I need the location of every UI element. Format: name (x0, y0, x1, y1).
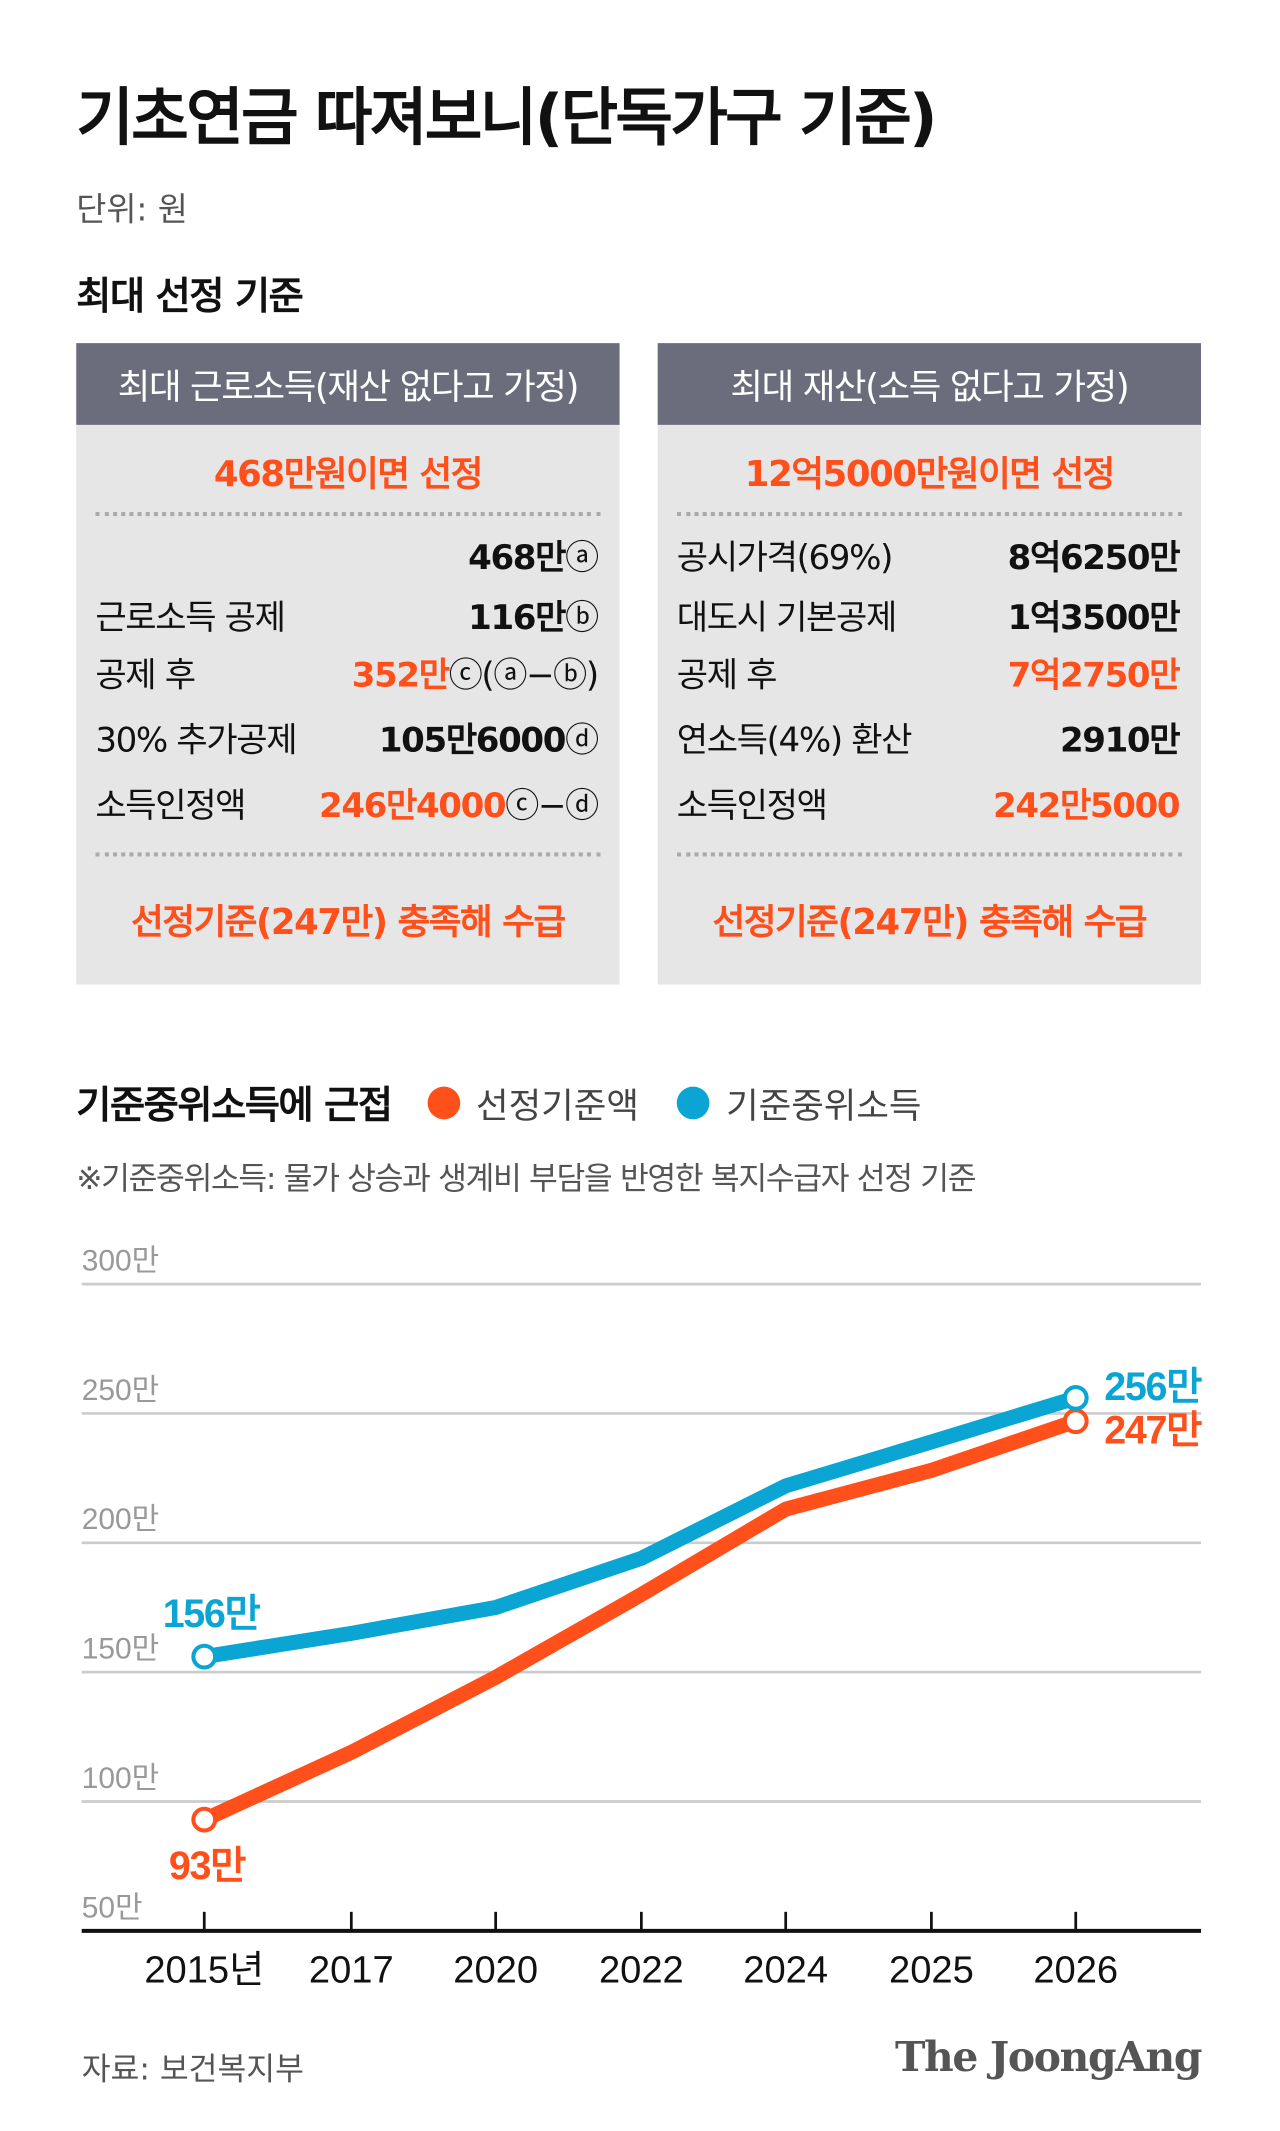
divider (95, 511, 601, 517)
row-label: 공시가격(69%) (676, 537, 894, 578)
row-note: ⓑ (565, 597, 599, 638)
row-value: 468만 (468, 537, 566, 578)
income-box-summary: 468만원이면 선정 (213, 454, 483, 496)
series-line-0 (201, 1414, 1079, 1827)
row-value: 242만5000 (992, 785, 1181, 826)
data-label: 156만 (163, 1592, 261, 1636)
chart-note: ※기준중위소득: 물가 상승과 생계비 부담을 반영한 복지수급자 선정 기준 (76, 1161, 976, 1197)
row-label: 근로소득 공제 (95, 597, 286, 638)
x-tick-label: 2025 (889, 1949, 974, 1992)
row-label: 연소득(4%) 환산 (676, 720, 913, 760)
data-point (1062, 1384, 1089, 1411)
row-value: 105만6000 (378, 720, 567, 760)
blue-dot-icon (677, 1086, 710, 1120)
y-tick-label: 250만 (82, 1374, 159, 1407)
y-tick-label: 100만 (82, 1762, 159, 1795)
row-label: 공제 후 (95, 654, 196, 695)
property-box-header: 최대 재산(소득 없다고 가정) (657, 343, 1202, 425)
row-value: 116만 (468, 597, 566, 638)
chart-title: 기준중위소득에 근접 (76, 1082, 393, 1128)
table-row: 연소득(4%) 환산 2910만 (676, 715, 1181, 761)
source: 자료: 보건복지부 (81, 2052, 304, 2088)
table-row: 공시가격(69%) 8억6250만 (676, 532, 1181, 578)
table-row: 대도시 기본공제 1억3500만 (676, 592, 1181, 638)
table-row: 468만ⓐ (95, 532, 599, 578)
table-row: 공제 후 352만ⓒ(ⓐ−ⓑ) (95, 650, 599, 696)
data-point (191, 1643, 218, 1670)
data-label: 247만 (1104, 1408, 1202, 1452)
legend-label-median: 기준중위소득 (726, 1085, 922, 1127)
data-label: 256만 (1104, 1365, 1202, 1409)
x-tick-label: 2017 (309, 1949, 394, 1992)
income-box-header: 최대 근로소득(재산 없다고 가정) (76, 343, 620, 425)
row-label: 소득인정액 (95, 785, 246, 826)
row-value: 8억6250만 (1007, 537, 1181, 578)
x-tick-label: 2026 (1033, 1949, 1118, 1992)
y-tick-label: 50만 (82, 1891, 143, 1924)
property-box: 최대 재산(소득 없다고 가정) 12억5000만원이면 선정 공시가격(69%… (657, 343, 1202, 985)
chart-legend: 기준중위소득에 근접 선정기준액 기준중위소득 (76, 1076, 943, 1130)
row-label: 공제 후 (676, 654, 778, 695)
table-row: 소득인정액 242만5000 (676, 780, 1181, 826)
income-box-footer: 선정기준(247만) 충족해 수급 (131, 902, 566, 944)
row-note: ⓓ (565, 720, 599, 760)
divider (676, 511, 1182, 517)
divider (676, 852, 1182, 857)
series-line-1 (203, 1390, 1078, 1665)
row-label: 대도시 기본공제 (676, 597, 898, 638)
unit-label: 단위: 원 (76, 190, 188, 229)
x-tick-label: 2024 (743, 1949, 828, 1992)
row-value: 1억3500만 (1007, 597, 1181, 638)
row-value: 246만4000 (319, 785, 507, 826)
income-box: 최대 근로소득(재산 없다고 가정) 468만원이면 선정 468만ⓐ 근로소득… (76, 343, 620, 985)
property-box-summary: 12억5000만원이면 선정 (744, 454, 1115, 496)
page-title: 기초연금 따져보니(단독가구 기준) (76, 80, 937, 154)
row-note: ⓒ−ⓓ (505, 785, 599, 826)
divider (95, 852, 601, 857)
y-tick-label: 150만 (82, 1633, 159, 1666)
section-title: 최대 선정 기준 (76, 273, 303, 319)
x-tick-label: 2022 (599, 1949, 684, 1992)
y-tick-label: 300만 (82, 1244, 159, 1277)
data-label: 93만 (169, 1844, 246, 1888)
logo: The JoongAng (894, 2034, 1202, 2083)
row-label: 30% 추가공제 (95, 720, 297, 760)
row-note: ⓒ(ⓐ−ⓑ) (448, 654, 599, 695)
y-tick-label: 200만 (82, 1503, 159, 1536)
row-value: 7억2750만 (1007, 654, 1181, 695)
row-value: 352만 (351, 654, 450, 695)
orange-dot-icon (427, 1086, 460, 1120)
x-tick-label: 2015년 (144, 1949, 264, 1992)
table-row: 공제 후 7억2750만 (676, 650, 1181, 696)
table-row: 소득인정액 246만4000ⓒ−ⓓ (95, 780, 599, 826)
table-row: 근로소득 공제 116만ⓑ (95, 592, 599, 638)
data-point (191, 1806, 218, 1833)
x-tick-label: 2020 (453, 1949, 538, 1992)
row-note: ⓐ (565, 537, 599, 578)
property-box-footer: 선정기준(247만) 충족해 수급 (712, 902, 1148, 944)
legend-label-selection: 선정기준액 (476, 1085, 639, 1127)
table-row: 30% 추가공제 105만6000ⓓ (95, 715, 599, 761)
data-point (1062, 1408, 1089, 1435)
row-label: 소득인정액 (676, 785, 828, 826)
row-value: 2910만 (1059, 720, 1181, 760)
